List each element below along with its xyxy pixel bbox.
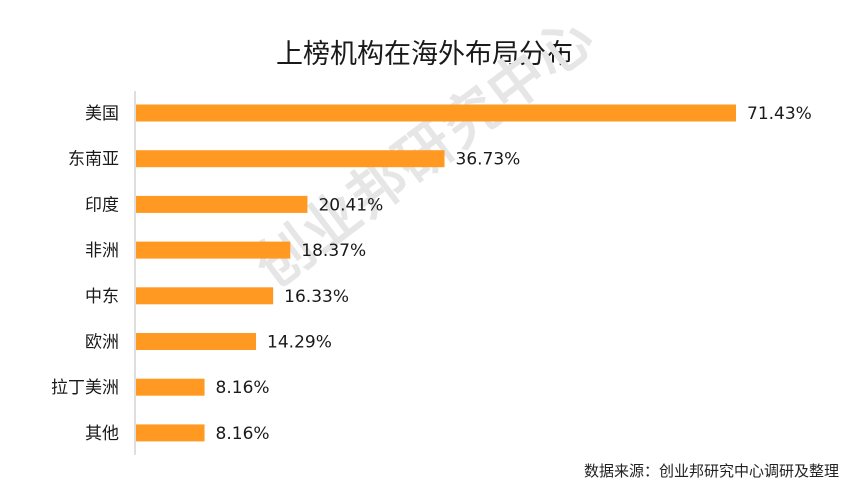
category-label: 印度: [85, 195, 119, 215]
category-label: 其他: [85, 424, 119, 444]
category-label: 美国: [85, 104, 119, 124]
value-label: 8.16%: [216, 378, 270, 398]
category-label: 拉丁美洲: [51, 378, 119, 398]
bar: [136, 150, 445, 168]
category-label: 东南亚: [68, 150, 119, 170]
bar: [136, 378, 205, 396]
category-label: 非洲: [85, 241, 119, 261]
value-label: 14.29%: [267, 333, 332, 353]
chart-title: 上榜机构在海外布局分布: [276, 39, 573, 70]
value-label: 20.41%: [318, 195, 383, 215]
bar: [136, 195, 308, 213]
category-label: 欧洲: [85, 333, 119, 353]
value-label: 71.43%: [747, 104, 812, 124]
value-label: 36.73%: [456, 150, 521, 170]
value-label: 8.16%: [216, 424, 270, 444]
value-label: 16.33%: [284, 287, 349, 307]
bar: [136, 424, 205, 442]
bar: [136, 333, 257, 350]
value-label: 18.37%: [301, 241, 366, 261]
bar: [136, 287, 274, 305]
bar: [136, 104, 736, 122]
bar: [136, 241, 291, 259]
source-note: 数据来源：创业邦研究中心调研及整理: [583, 462, 839, 480]
category-label: 中东: [85, 287, 119, 307]
